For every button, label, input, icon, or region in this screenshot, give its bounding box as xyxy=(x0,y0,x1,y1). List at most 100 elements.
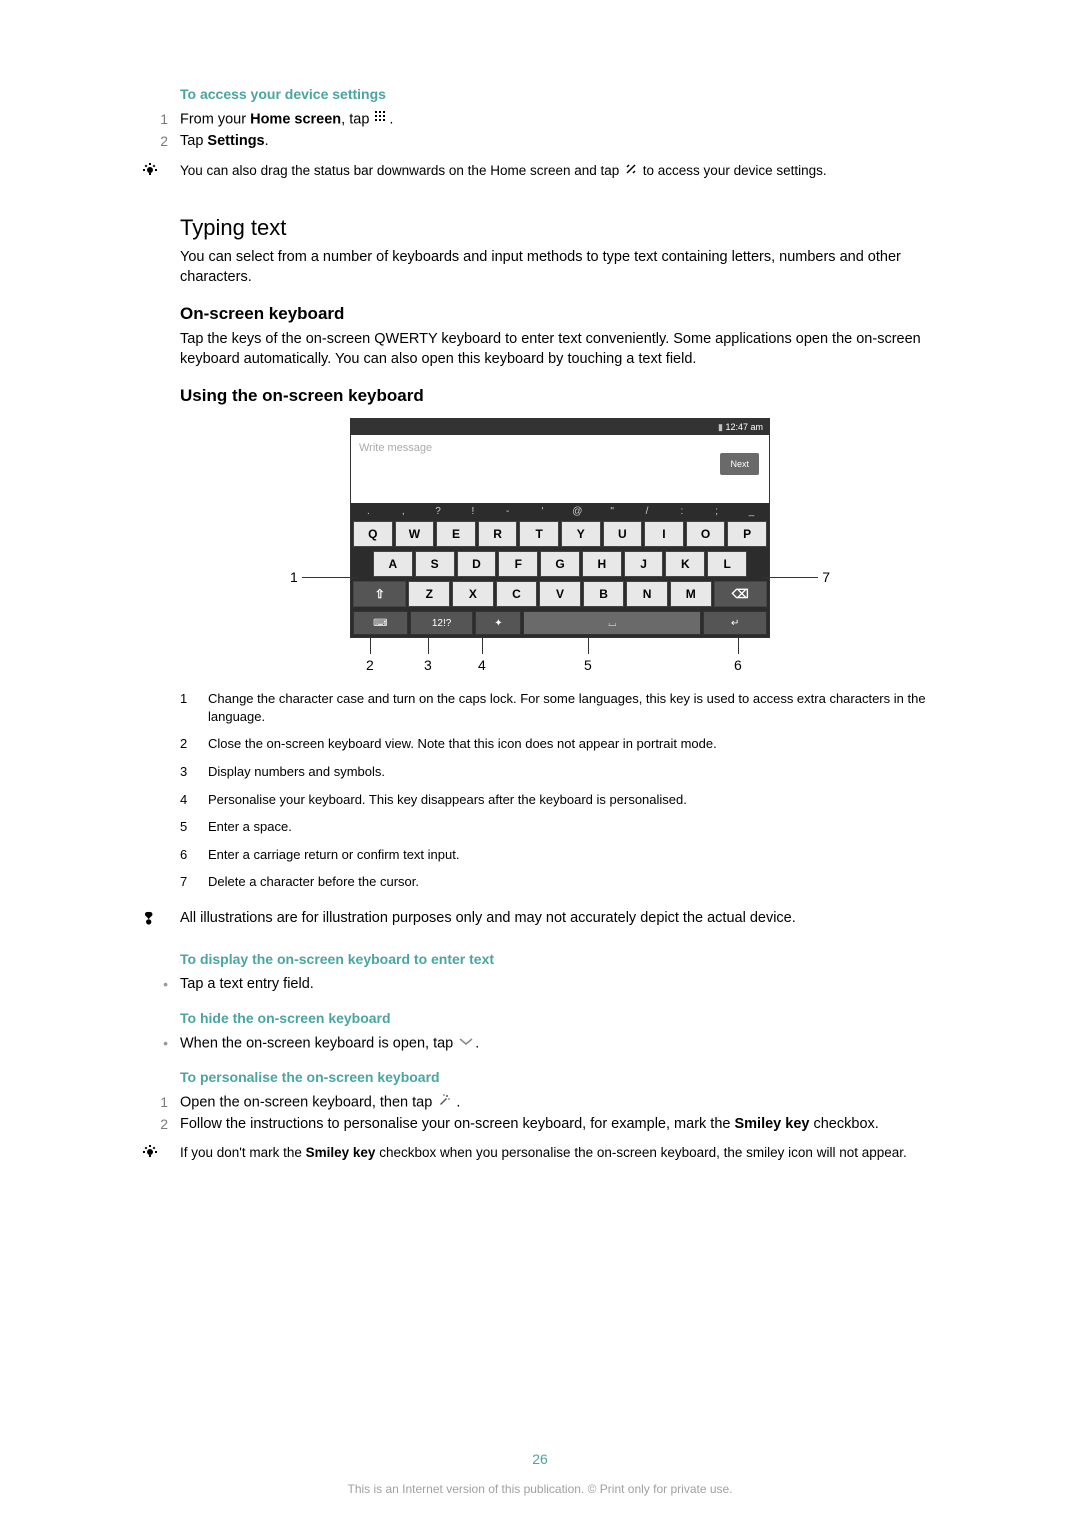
compose-placeholder: Write message xyxy=(359,441,761,456)
letter-key: R xyxy=(478,521,518,547)
status-bar: ▮ 12:47 am xyxy=(351,419,769,435)
text: checkbox when you personalise the on-scr… xyxy=(375,1145,906,1160)
letter-key: V xyxy=(539,581,581,607)
letter-key: Z xyxy=(408,581,450,607)
letter-key: T xyxy=(519,521,559,547)
legend-row: 7Delete a character before the cursor. xyxy=(180,873,940,891)
symbol-hint: @ xyxy=(560,505,595,519)
text: Open the on-screen keyboard, then tap xyxy=(180,1094,436,1110)
symbol-hint: ? xyxy=(421,505,456,519)
step-number: 2 xyxy=(142,1115,180,1135)
legend-row: 5Enter a space. xyxy=(180,818,940,836)
callout-2: 2 xyxy=(366,656,374,675)
step-body: Tap Settings. xyxy=(180,132,940,152)
letter-key: M xyxy=(670,581,712,607)
letter-key: W xyxy=(395,521,435,547)
backspace-key: ⌫ xyxy=(714,581,767,607)
personalise-key: ✦ xyxy=(475,611,521,635)
legend-text: Display numbers and symbols. xyxy=(208,763,940,781)
callout-line xyxy=(428,638,429,654)
key-row-1: QWERTYUIOP xyxy=(351,519,769,549)
text: When the on-screen keyboard is open, tap xyxy=(180,1035,457,1051)
key-row-3: ⇧ZXCVBNM⌫ xyxy=(351,579,769,609)
text: , tap xyxy=(341,112,373,128)
keyboard-legend: 1Change the character case and turn on t… xyxy=(180,690,940,890)
tools-icon xyxy=(625,162,637,180)
heading-hide-keyboard: To hide the on-screen keyboard xyxy=(180,1009,940,1028)
letter-key: U xyxy=(603,521,643,547)
compose-area: Write message Next xyxy=(351,435,769,503)
callout-7: 7 xyxy=(822,568,830,587)
text: . xyxy=(265,133,269,149)
symbol-hint: ! xyxy=(455,505,490,519)
return-key: ↵ xyxy=(703,611,767,635)
key-row-2: ASDFGHJKL xyxy=(351,549,769,579)
personalise-steps: 1 Open the on-screen keyboard, then tap … xyxy=(180,1093,940,1135)
letter-key: X xyxy=(452,581,494,607)
legend-number: 7 xyxy=(180,873,208,891)
legend-number: 3 xyxy=(180,763,208,781)
callout-line xyxy=(738,638,739,654)
heading-display-keyboard: To display the on-screen keyboard to ent… xyxy=(180,950,940,969)
chevron-down-icon xyxy=(459,1034,473,1054)
legend-text: Close the on-screen keyboard view. Note … xyxy=(208,735,940,753)
tip-text: You can also drag the status bar downwar… xyxy=(180,162,940,183)
symbol-hint: " xyxy=(595,505,630,519)
bold-text: Smiley key xyxy=(734,1116,809,1132)
legend-text: Delete a character before the cursor. xyxy=(208,873,940,891)
bold-text: Home screen xyxy=(250,112,341,128)
text: . xyxy=(475,1035,479,1051)
hide-keyboard-bullet: • When the on-screen keyboard is open, t… xyxy=(180,1034,940,1054)
letter-key: G xyxy=(540,551,580,577)
space-key: ⌴ xyxy=(523,611,701,635)
key-row-bottom: ⌨ 12!? ✦ ⌴ ↵ xyxy=(351,609,769,637)
bullet-icon: • xyxy=(142,975,180,995)
exclamation-icon: ❢ xyxy=(142,909,180,931)
callout-4: 4 xyxy=(478,656,486,675)
letter-key: L xyxy=(707,551,747,577)
step-body: From your Home screen, tap . xyxy=(180,110,940,130)
lightbulb-icon xyxy=(142,1144,180,1165)
letter-key: Y xyxy=(561,521,601,547)
legend-row: 2Close the on-screen keyboard view. Note… xyxy=(180,735,940,753)
callout-line xyxy=(370,638,371,654)
step-number: 2 xyxy=(142,132,180,152)
numeric-key: 12!? xyxy=(410,611,474,635)
letter-key: I xyxy=(644,521,684,547)
symbol-hint: - xyxy=(490,505,525,519)
shift-key: ⇧ xyxy=(353,581,406,607)
legend-text: Enter a carriage return or confirm text … xyxy=(208,846,940,864)
legend-row: 3Display numbers and symbols. xyxy=(180,763,940,781)
symbol-hint: ; xyxy=(699,505,734,519)
legend-number: 2 xyxy=(180,735,208,753)
heading-using-keyboard: Using the on-screen keyboard xyxy=(180,385,940,408)
text: Follow the instructions to personalise y… xyxy=(180,1116,734,1132)
letter-key: N xyxy=(626,581,668,607)
text: to access your device settings. xyxy=(639,163,827,178)
callout-line xyxy=(302,577,358,578)
step-number: 1 xyxy=(142,1093,180,1113)
text: From your xyxy=(180,112,250,128)
callout-line xyxy=(762,577,818,578)
heading-personalise-keyboard: To personalise the on-screen keyboard xyxy=(180,1068,940,1087)
legend-text: Personalise your keyboard. This key disa… xyxy=(208,791,940,809)
letter-key: D xyxy=(457,551,497,577)
text: . xyxy=(452,1094,460,1110)
step-body: Open the on-screen keyboard, then tap . xyxy=(180,1093,940,1113)
letter-key: B xyxy=(583,581,625,607)
text: If you don't mark the xyxy=(180,1145,306,1160)
footer-note: This is an Internet version of this publ… xyxy=(0,1481,1080,1497)
letter-key: J xyxy=(624,551,664,577)
tip-personalise: If you don't mark the Smiley key checkbo… xyxy=(180,1144,940,1165)
letter-key: O xyxy=(686,521,726,547)
apps-grid-icon xyxy=(375,110,387,130)
letter-key: S xyxy=(415,551,455,577)
display-keyboard-bullet: • Tap a text entry field. xyxy=(180,975,940,995)
text: checkbox. xyxy=(809,1116,878,1132)
status-time: ▮ 12:47 am xyxy=(718,421,763,433)
step-body: Follow the instructions to personalise y… xyxy=(180,1115,940,1135)
legend-number: 6 xyxy=(180,846,208,864)
symbol-hint: ' xyxy=(525,505,560,519)
callout-3: 3 xyxy=(424,656,432,675)
tip-access-settings: You can also drag the status bar downwar… xyxy=(180,162,940,183)
